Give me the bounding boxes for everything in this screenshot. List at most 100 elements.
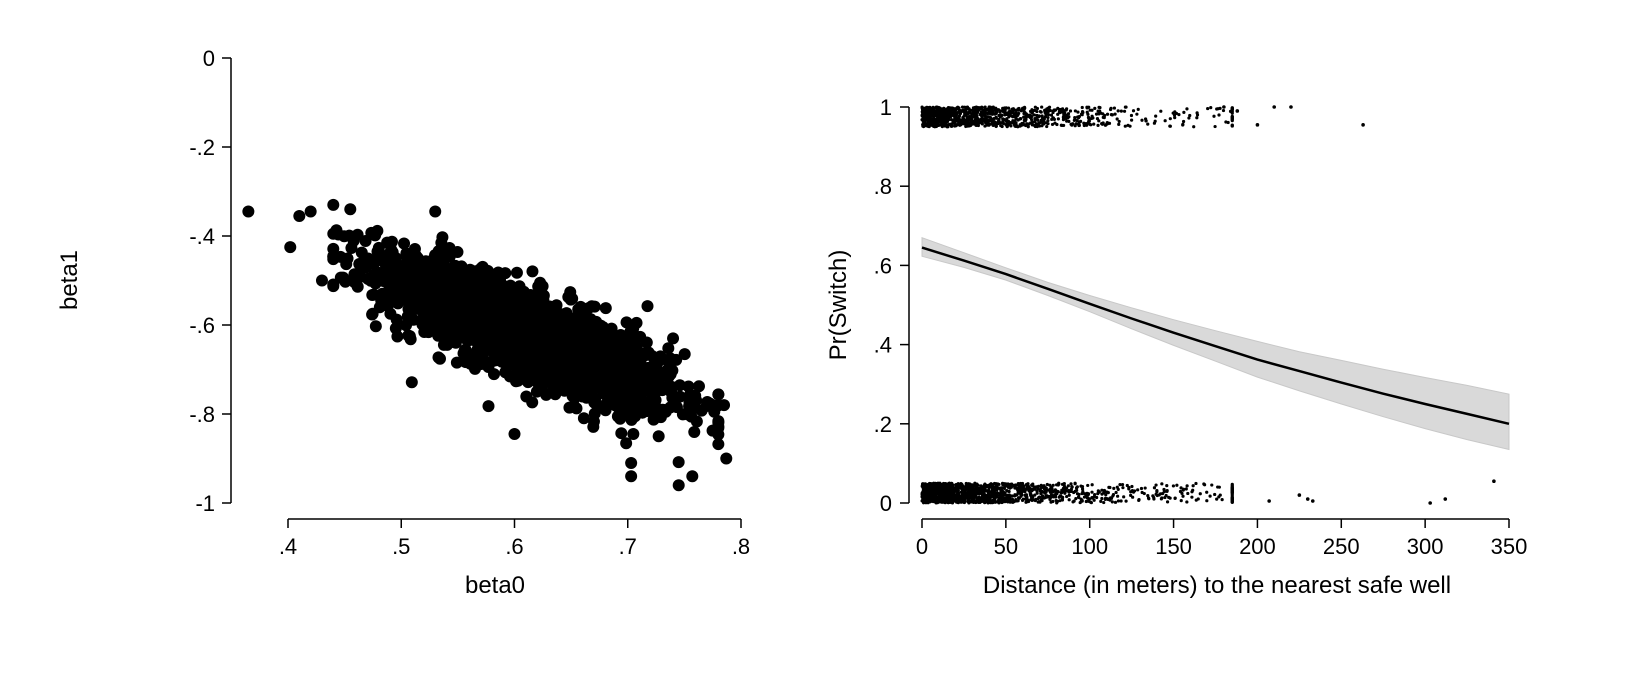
right-y-ticks: 0.2.4.6.81: [874, 95, 909, 516]
observation-dot: [935, 106, 939, 111]
scatter-point: [441, 338, 454, 351]
observation-dot: [1126, 123, 1130, 127]
scatter-point: [615, 427, 628, 440]
observation-dot: [1011, 119, 1015, 123]
observation-dot: [926, 492, 930, 496]
observation-dot: [1087, 499, 1091, 503]
scatter-point: [589, 392, 602, 405]
scatter-point: [482, 400, 495, 413]
observation-dot: [949, 482, 953, 486]
observation-dot: [1010, 482, 1014, 486]
observation-dot: [1213, 492, 1217, 497]
scatter-point: [497, 304, 510, 317]
observation-dot: [1109, 113, 1114, 117]
observation-dot: [995, 495, 999, 499]
observation-dot: [1050, 122, 1055, 127]
observation-dot: [1092, 122, 1096, 126]
observation-dot: [943, 495, 947, 499]
observation-dot: [1230, 488, 1234, 492]
observation-dot: [962, 119, 966, 123]
observation-dot: [1188, 113, 1192, 118]
scatter-point: [369, 254, 382, 267]
scatter-point: [662, 342, 675, 355]
scatter-point: [611, 410, 624, 423]
observation-dot: [989, 118, 993, 122]
observation-dot: [1361, 123, 1365, 127]
observation-dot: [1035, 109, 1039, 114]
scatter-point: [588, 407, 601, 420]
observation-dot: [1093, 492, 1097, 497]
scatter-point: [651, 363, 664, 376]
observation-dot: [1113, 112, 1117, 116]
observation-dot: [1102, 115, 1106, 120]
observation-dot: [1005, 117, 1009, 121]
observation-dot: [952, 110, 956, 115]
observation-dot: [990, 493, 994, 497]
observation-dot: [1103, 497, 1107, 501]
observation-dot: [1020, 123, 1024, 127]
left-y-tick-label: -.6: [189, 313, 215, 338]
observation-dot: [1036, 487, 1040, 491]
observation-dot: [998, 496, 1002, 500]
right-y-tick-label: 1: [880, 95, 892, 120]
observation-dot: [920, 492, 924, 496]
left-x-tick-label: .6: [505, 534, 523, 559]
observation-dot: [994, 124, 998, 129]
scatter-point: [499, 365, 512, 378]
observation-dot: [953, 123, 957, 127]
observation-dot: [1071, 122, 1075, 126]
scatter-point: [327, 280, 340, 293]
scatter-point: [718, 399, 731, 412]
observation-dot: [1069, 482, 1073, 486]
scatter-point: [588, 300, 601, 313]
observation-dot: [955, 492, 959, 497]
observation-dot: [1185, 107, 1189, 111]
observation-dot: [1012, 122, 1016, 127]
observation-dot: [1107, 485, 1111, 489]
scatter-point: [450, 279, 463, 292]
observation-dot: [1030, 120, 1034, 124]
observation-dot: [942, 113, 946, 117]
observation-dot: [1080, 487, 1085, 491]
observation-dot: [1005, 121, 1009, 126]
observation-dot: [973, 488, 978, 492]
scatter-point: [391, 330, 404, 343]
observation-dot: [960, 498, 964, 502]
observation-dot: [1001, 117, 1005, 121]
observation-dot: [1097, 119, 1101, 123]
scatter-point: [540, 388, 553, 401]
observation-dot: [927, 123, 931, 128]
observation-dot: [1042, 496, 1046, 500]
scatter-point: [405, 304, 418, 317]
scatter-point: [667, 332, 680, 345]
observation-dot: [1097, 105, 1101, 109]
observation-dot: [956, 482, 960, 486]
observation-dot: [1146, 122, 1150, 126]
scatter-point: [348, 276, 361, 289]
observation-dot: [928, 105, 932, 109]
observation-dot: [1045, 107, 1049, 111]
scatter-point: [570, 402, 583, 415]
scatter-point: [577, 412, 590, 425]
observation-dot: [1160, 482, 1164, 486]
observation-dot: [1073, 115, 1077, 120]
observation-dot: [1061, 118, 1066, 122]
observation-dot: [959, 490, 963, 494]
observation-dot: [1310, 499, 1315, 503]
observation-dot: [1030, 488, 1034, 492]
observation-dot: [996, 500, 1001, 504]
observation-dot: [1065, 114, 1069, 118]
observation-dot: [1190, 490, 1194, 494]
scatter-point: [487, 292, 500, 305]
observation-dot: [1123, 124, 1127, 128]
observation-dot: [1060, 498, 1065, 502]
observation-dot: [1038, 121, 1042, 125]
observation-dot: [1195, 116, 1199, 120]
observation-dot: [999, 493, 1003, 497]
observation-dot: [934, 118, 938, 122]
scatter-point: [534, 276, 547, 289]
scatter-point: [460, 290, 473, 303]
scatter-point: [530, 385, 543, 398]
observation-dot: [1059, 494, 1063, 498]
scatter-point: [432, 351, 445, 364]
